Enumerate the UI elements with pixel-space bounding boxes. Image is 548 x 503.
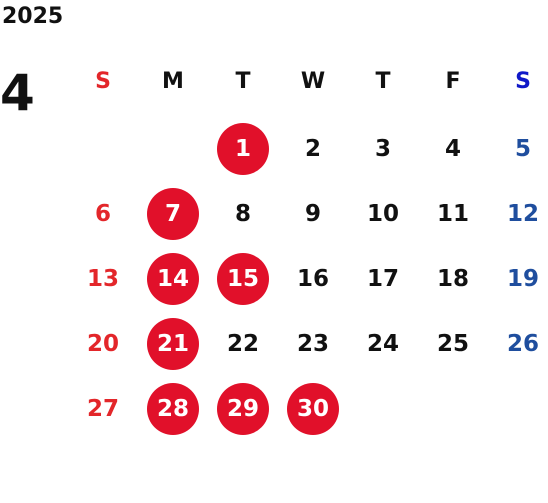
day-number: 25 [436,330,469,357]
highlighted-day-circle: 1 [217,122,269,175]
day-cell: 20 [68,311,138,376]
day-cell: 6 [68,181,138,246]
day-cell: 28 [138,376,208,441]
day-number: 13 [86,265,119,292]
day-number: 3 [374,135,391,162]
day-cell: 21 [138,311,208,376]
weekday-sunday: S [95,68,111,94]
day-number: 24 [366,330,399,357]
day-cell: 27 [68,376,138,441]
day-number: 18 [436,265,469,292]
day-cell: 5 [488,116,548,181]
day-number: 10 [366,200,399,227]
day-cell: 4 [418,116,488,181]
month-number: 4 [0,64,35,122]
highlighted-day-circle: 29 [217,382,269,435]
day-number: 2 [304,135,321,162]
year-label: 2025 [2,4,64,29]
weekday-thursday: T [375,68,391,94]
day-cell: 24 [348,311,418,376]
empty-day-cell [418,376,488,441]
day-number: 17 [366,265,399,292]
day-cell: 26 [488,311,548,376]
week-row: 6 7 8 9 10 11 12 [68,181,548,246]
day-cell: 12 [488,181,548,246]
day-cell: 17 [348,246,418,311]
day-number: 11 [436,200,469,227]
day-cell: 13 [68,246,138,311]
day-cell: 3 [348,116,418,181]
day-number: 12 [506,200,539,227]
week-row: 27 28 29 30 [68,376,548,441]
day-cell: 14 [138,246,208,311]
highlighted-day-circle: 14 [147,252,199,305]
day-cell: 25 [418,311,488,376]
day-number: 20 [86,330,119,357]
day-cell: 22 [208,311,278,376]
weeks-container: 1 2 3 4 5 6 7 8 9 10 11 12 13 14 15 16 17 18 19 20 21 22 23 24 2… [68,116,548,441]
day-cell: 18 [418,246,488,311]
day-cell: 19 [488,246,548,311]
day-number: 8 [234,200,251,227]
day-cell: 7 [138,181,208,246]
day-cell: 2 [278,116,348,181]
empty-day-cell [138,116,208,181]
day-cell: 10 [348,181,418,246]
day-number: 22 [226,330,259,357]
weekday-header-row: S M T W T F S [68,46,548,116]
empty-day-cell [488,376,548,441]
calendar-grid: S M T W T F S 1 2 3 4 5 6 7 8 9 10 11 12 13 14 15 16 17 1… [68,46,548,441]
day-number: 27 [86,395,119,422]
weekday-saturday: S [515,68,531,94]
day-cell: 11 [418,181,488,246]
day-cell: 30 [278,376,348,441]
day-number: 4 [444,135,461,162]
day-cell: 9 [278,181,348,246]
day-cell: 16 [278,246,348,311]
week-row: 13 14 15 16 17 18 19 [68,246,548,311]
day-number: 16 [296,265,329,292]
day-cell: 8 [208,181,278,246]
empty-day-cell [68,116,138,181]
day-number: 9 [304,200,321,227]
day-number: 19 [506,265,539,292]
highlighted-day-circle: 15 [217,252,269,305]
day-cell: 29 [208,376,278,441]
day-cell: 15 [208,246,278,311]
day-number: 23 [296,330,329,357]
day-number: 6 [94,200,111,227]
day-number: 5 [514,135,531,162]
weekday-wednesday: W [300,68,326,94]
week-row: 20 21 22 23 24 25 26 [68,311,548,376]
highlighted-day-circle: 7 [147,187,199,240]
weekday-tuesday: T [235,68,251,94]
empty-day-cell [348,376,418,441]
day-cell: 1 [208,116,278,181]
highlighted-day-circle: 21 [147,317,199,370]
day-number: 26 [506,330,539,357]
week-row: 1 2 3 4 5 [68,116,548,181]
weekday-monday: M [162,68,184,94]
day-cell: 23 [278,311,348,376]
highlighted-day-circle: 28 [147,382,199,435]
highlighted-day-circle: 30 [287,382,339,435]
weekday-friday: F [445,68,461,94]
